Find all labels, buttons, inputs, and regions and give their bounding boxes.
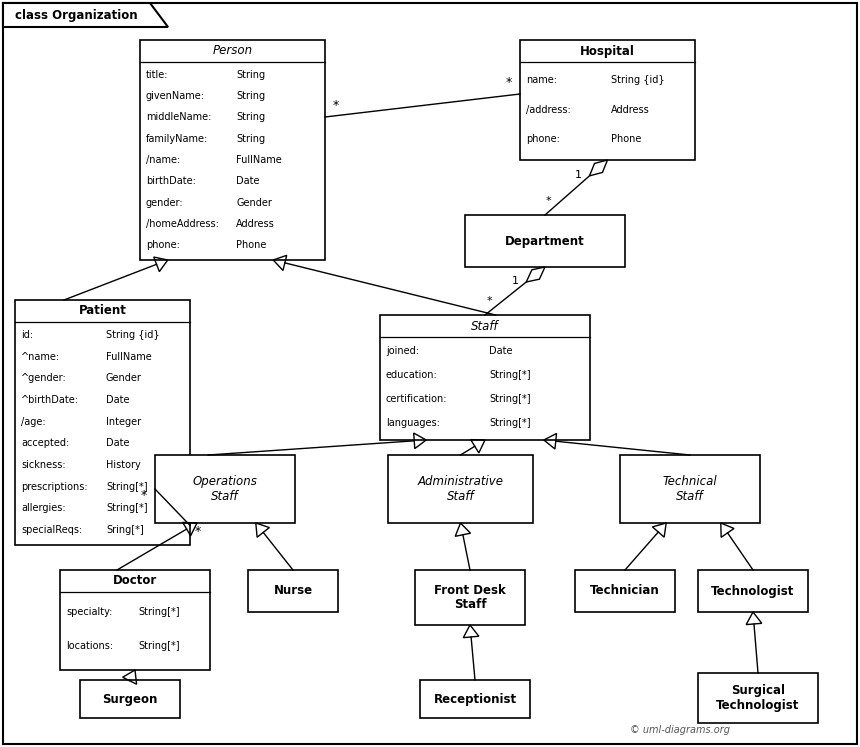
Text: Administrative
Staff: Administrative Staff	[417, 475, 503, 503]
Text: Date: Date	[237, 176, 260, 186]
Text: accepted:: accepted:	[21, 438, 70, 448]
Text: Sring[*]: Sring[*]	[106, 525, 144, 535]
Bar	[155, 455, 295, 523]
Text: *: *	[141, 489, 147, 502]
Text: class Organization: class Organization	[15, 8, 138, 22]
Text: Gender: Gender	[237, 197, 272, 208]
Text: education:: education:	[386, 371, 438, 380]
Text: givenName:: givenName:	[146, 91, 205, 101]
Text: String[*]: String[*]	[138, 641, 180, 651]
Text: Front Desk
Staff: Front Desk Staff	[434, 583, 506, 612]
Text: *: *	[487, 297, 492, 306]
Bar	[698, 570, 808, 612]
Text: String: String	[237, 112, 266, 123]
Bar	[380, 315, 590, 440]
Text: Technician: Technician	[590, 584, 660, 598]
Text: languages:: languages:	[386, 418, 439, 428]
Text: phone:: phone:	[526, 134, 560, 144]
Bar	[620, 455, 760, 523]
Text: specialty:: specialty:	[66, 607, 113, 617]
Text: String[*]: String[*]	[489, 371, 531, 380]
Text: gender:: gender:	[146, 197, 184, 208]
Text: locations:: locations:	[66, 641, 114, 651]
Text: 1: 1	[574, 170, 581, 180]
Text: Date: Date	[489, 347, 513, 356]
Text: /age:: /age:	[21, 417, 46, 427]
Text: *: *	[546, 196, 551, 206]
Text: String[*]: String[*]	[138, 607, 180, 617]
Text: specialReqs:: specialReqs:	[21, 525, 83, 535]
Text: Technical
Staff: Technical Staff	[663, 475, 717, 503]
Text: Staff: Staff	[471, 320, 499, 332]
Text: *: *	[195, 525, 201, 539]
Text: String[*]: String[*]	[106, 503, 148, 513]
Text: /homeAddress:: /homeAddress:	[146, 219, 219, 229]
Text: Person: Person	[212, 45, 253, 58]
Bar	[60, 570, 210, 670]
Text: FullName: FullName	[106, 352, 151, 362]
Text: familyName:: familyName:	[146, 134, 208, 143]
Bar	[248, 570, 338, 612]
Text: birthDate:: birthDate:	[146, 176, 196, 186]
Text: sickness:: sickness:	[21, 460, 65, 470]
Bar	[15, 300, 190, 545]
Text: ^name:: ^name:	[21, 352, 60, 362]
Text: Receptionist: Receptionist	[433, 692, 517, 705]
Text: Department: Department	[505, 235, 585, 247]
Text: Address: Address	[611, 105, 650, 114]
Text: String {id}: String {id}	[611, 75, 665, 85]
Text: Date: Date	[106, 395, 130, 405]
Text: /name:: /name:	[146, 155, 181, 165]
Bar	[140, 40, 325, 260]
Text: Operations
Staff: Operations Staff	[193, 475, 257, 503]
Text: Patient: Patient	[78, 305, 126, 317]
Text: Gender: Gender	[106, 374, 142, 383]
Text: Technologist: Technologist	[711, 584, 795, 598]
Text: Phone: Phone	[237, 240, 267, 250]
Text: Surgical
Technologist: Surgical Technologist	[716, 684, 800, 712]
Bar	[415, 570, 525, 625]
Text: Integer: Integer	[106, 417, 141, 427]
Text: © uml-diagrams.org: © uml-diagrams.org	[630, 725, 730, 735]
Bar	[80, 680, 180, 718]
Text: Surgeon: Surgeon	[102, 692, 157, 705]
Bar	[575, 570, 675, 612]
Bar	[388, 455, 533, 523]
Text: allergies:: allergies:	[21, 503, 65, 513]
Text: String: String	[237, 91, 266, 101]
Text: certification:: certification:	[386, 394, 447, 404]
Text: Doctor: Doctor	[113, 574, 157, 587]
Text: String[*]: String[*]	[489, 394, 531, 404]
Text: String {id}: String {id}	[106, 330, 160, 340]
Text: *: *	[506, 76, 513, 89]
Text: String: String	[237, 69, 266, 80]
Text: Address: Address	[237, 219, 275, 229]
Text: *: *	[333, 99, 339, 112]
Text: String[*]: String[*]	[489, 418, 531, 428]
Text: middleName:: middleName:	[146, 112, 212, 123]
Bar	[420, 680, 530, 718]
Text: Phone: Phone	[611, 134, 642, 144]
Text: ^gender:: ^gender:	[21, 374, 67, 383]
Text: id:: id:	[21, 330, 34, 340]
Text: String[*]: String[*]	[106, 482, 148, 492]
Bar	[465, 215, 625, 267]
Text: joined:: joined:	[386, 347, 419, 356]
Text: History: History	[106, 460, 141, 470]
Text: /address:: /address:	[526, 105, 571, 114]
Text: prescriptions:: prescriptions:	[21, 482, 88, 492]
Text: phone:: phone:	[146, 240, 180, 250]
Text: Date: Date	[106, 438, 130, 448]
Text: String: String	[237, 134, 266, 143]
Bar	[698, 673, 818, 723]
Text: Hospital: Hospital	[580, 45, 635, 58]
Text: Nurse: Nurse	[273, 584, 312, 598]
Text: FullName: FullName	[237, 155, 282, 165]
Text: name:: name:	[526, 75, 557, 85]
Bar	[520, 40, 695, 160]
Text: 1: 1	[512, 276, 519, 286]
Polygon shape	[3, 3, 168, 27]
Text: title:: title:	[146, 69, 169, 80]
Text: ^birthDate:: ^birthDate:	[21, 395, 79, 405]
